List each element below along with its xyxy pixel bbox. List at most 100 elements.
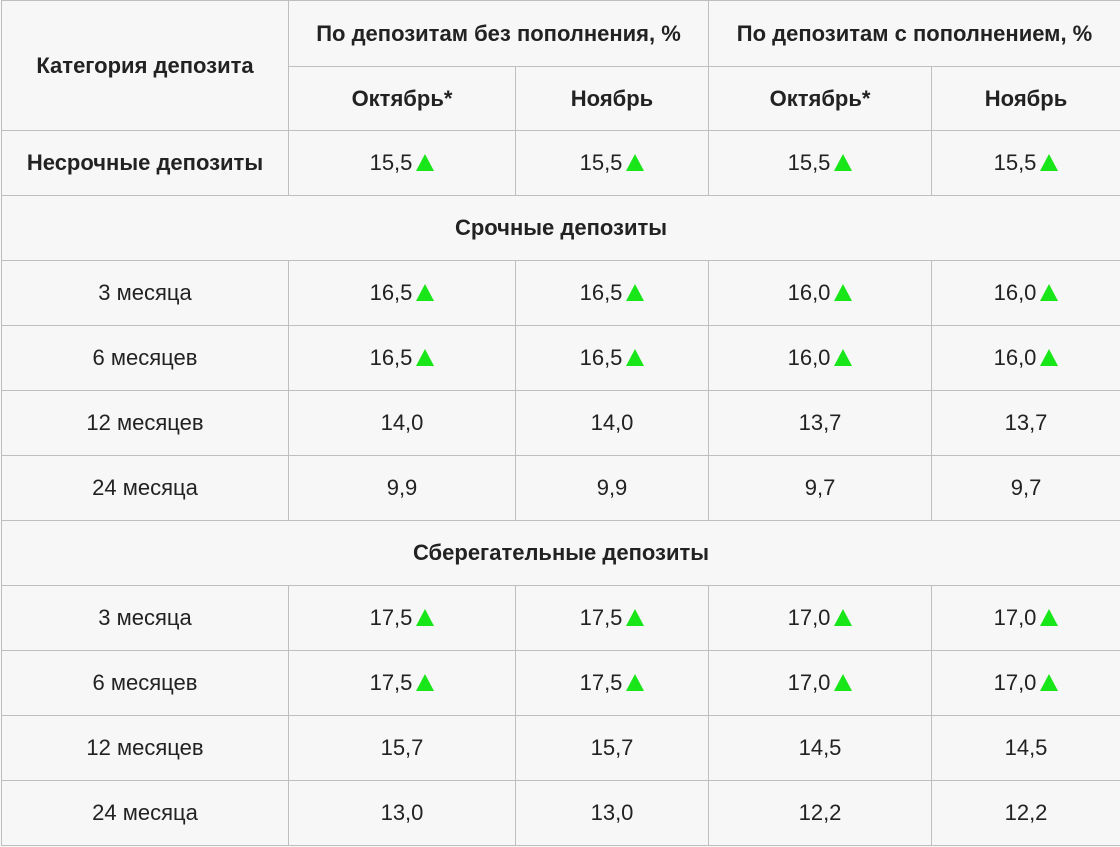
rate-value: 16,5: [369, 345, 413, 370]
rate-value: 16,5: [579, 280, 623, 305]
row-label: Несрочные депозиты: [1, 130, 289, 196]
rate-cell: 9,9: [288, 455, 516, 521]
triangle-up-icon: [834, 284, 853, 301]
rate-cell: 15,5: [931, 130, 1120, 196]
rate-cell: 17,0: [931, 585, 1120, 651]
rate-value: 17,5: [369, 670, 413, 695]
rate-cell: 13,0: [288, 780, 516, 846]
triangle-up-icon: [416, 349, 435, 366]
rate-cell: 15,5: [288, 130, 516, 196]
table-row: 12 месяцев 15,7 15,7 14,5 14,5: [1, 715, 1120, 781]
rate-value: 15,7: [380, 735, 424, 760]
rate-cell: 16,0: [931, 260, 1120, 326]
rate-value: 16,0: [993, 345, 1037, 370]
row-label: 24 месяца: [1, 780, 289, 846]
row-label: 6 месяцев: [1, 325, 289, 391]
rate-value: 17,0: [993, 605, 1037, 630]
rate-cell: 9,7: [931, 455, 1120, 521]
rate-value: 17,5: [579, 605, 623, 630]
triangle-up-icon: [416, 284, 435, 301]
header-month: Ноябрь: [514, 66, 710, 131]
rate-value: 14,0: [590, 410, 634, 435]
rate-value: 16,5: [369, 280, 413, 305]
rate-cell: 14,5: [708, 715, 933, 781]
rate-value: 13,0: [590, 800, 634, 825]
table-row: 6 месяцев 17,5 17,5 17,0 17,0: [1, 650, 1120, 716]
row-label: 24 месяца: [1, 455, 289, 521]
table-row: Несрочные депозиты 15,5 15,5 15,5 15,5: [1, 130, 1120, 196]
rate-cell: 9,7: [708, 455, 933, 521]
triangle-up-icon: [626, 609, 645, 626]
rate-value: 14,5: [798, 735, 842, 760]
row-label: 3 месяца: [1, 585, 289, 651]
rate-value: 9,9: [596, 475, 628, 500]
header-month: Ноябрь: [931, 66, 1120, 131]
rate-value: 16,0: [787, 345, 831, 370]
triangle-up-icon: [626, 284, 645, 301]
rate-cell: 16,5: [288, 325, 516, 391]
rate-cell: 12,2: [931, 780, 1120, 846]
rate-cell: 14,0: [514, 390, 710, 456]
triangle-up-icon: [834, 154, 853, 171]
triangle-up-icon: [834, 674, 853, 691]
rate-value: 17,0: [787, 605, 831, 630]
table-body: Несрочные депозиты 15,5 15,5 15,5 15,5 Срочны…: [0, 130, 1120, 846]
rate-value: 12,2: [798, 800, 842, 825]
rate-value: 14,5: [1004, 735, 1048, 760]
row-label: 12 месяцев: [1, 390, 289, 456]
triangle-up-icon: [416, 674, 435, 691]
rate-value: 13,7: [1004, 410, 1048, 435]
header-month: Октябрь*: [708, 66, 933, 131]
section-row: Сберегательные депозиты: [0, 520, 1120, 586]
rate-value: 15,5: [787, 150, 831, 175]
triangle-up-icon: [416, 609, 435, 626]
row-label: 3 месяца: [1, 260, 289, 326]
rate-cell: 14,0: [288, 390, 516, 456]
rate-cell: 16,5: [514, 325, 710, 391]
triangle-up-icon: [1040, 349, 1059, 366]
rate-value: 9,7: [1010, 475, 1042, 500]
row-label: 6 месяцев: [1, 650, 289, 716]
rate-value: 17,0: [993, 670, 1037, 695]
rate-cell: 15,5: [708, 130, 933, 196]
rate-cell: 17,5: [514, 650, 710, 716]
rate-value: 15,7: [590, 735, 634, 760]
header-category: Категория депозита: [1, 0, 289, 131]
rate-value: 15,5: [579, 150, 623, 175]
rate-cell: 16,0: [708, 260, 933, 326]
section-row: Срочные депозиты: [0, 195, 1120, 261]
table-row: 24 месяца 9,9 9,9 9,7 9,7: [1, 455, 1120, 521]
rate-cell: 17,5: [288, 585, 516, 651]
triangle-up-icon: [834, 609, 853, 626]
rate-value: 16,5: [579, 345, 623, 370]
row-label: 12 месяцев: [1, 715, 289, 781]
rate-cell: 13,7: [708, 390, 933, 456]
table-row: 12 месяцев 14,0 14,0 13,7 13,7: [1, 390, 1120, 456]
rate-value: 9,7: [804, 475, 836, 500]
rate-value: 12,2: [1004, 800, 1048, 825]
rate-value: 17,5: [579, 670, 623, 695]
table-row: 3 месяца 17,5 17,5 17,0 17,0: [1, 585, 1120, 651]
rate-cell: 17,0: [708, 585, 933, 651]
rate-value: 14,0: [380, 410, 424, 435]
table-header: Категория депозита По депозитам без попо…: [1, 0, 1120, 131]
triangle-up-icon: [626, 154, 645, 171]
rate-cell: 16,5: [288, 260, 516, 326]
table-row: 3 месяца 16,5 16,5 16,0 16,0: [1, 260, 1120, 326]
header-group-without-topup: По депозитам без пополнения, %: [287, 0, 710, 67]
rate-cell: 15,7: [514, 715, 710, 781]
rate-value: 13,0: [380, 800, 424, 825]
triangle-up-icon: [1040, 609, 1059, 626]
rate-value: 17,0: [787, 670, 831, 695]
rate-value: 13,7: [798, 410, 842, 435]
rate-cell: 13,7: [931, 390, 1120, 456]
section-title: Срочные депозиты: [0, 195, 1120, 261]
triangle-up-icon: [1040, 674, 1059, 691]
rate-cell: 16,0: [931, 325, 1120, 391]
rate-cell: 17,0: [931, 650, 1120, 716]
header-group-with-topup: По депозитам с пополнением, %: [708, 0, 1120, 67]
header-month: Октябрь*: [288, 66, 516, 131]
rate-value: 16,0: [993, 280, 1037, 305]
rate-cell: 17,5: [288, 650, 516, 716]
